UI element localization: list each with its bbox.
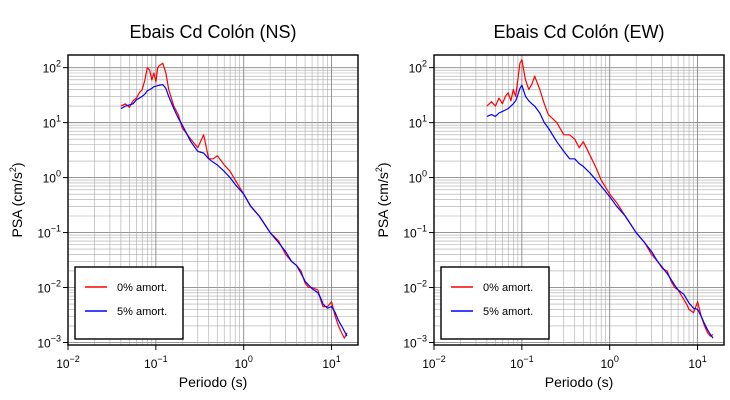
y-tick-label: 101 bbox=[409, 114, 427, 131]
x-tick-label: 101 bbox=[688, 354, 706, 371]
chart-panel-2: 10−2 10−1 100 101 10−3 10−2 10−1 100 101 102 Ebais… bbox=[374, 22, 725, 390]
y-tick-label: 10−2 bbox=[403, 279, 427, 296]
chart-title: Ebais Cd Colón (EW) bbox=[493, 22, 664, 42]
y-tick-label: 10−3 bbox=[37, 333, 61, 350]
legend-label: 5% amort. bbox=[483, 306, 533, 318]
y-tick-label: 10−3 bbox=[403, 333, 427, 350]
y-tick-label: 10−1 bbox=[403, 224, 427, 241]
series-line-damping-5 bbox=[120, 84, 348, 337]
x-axis-label: Periodo (s) bbox=[545, 374, 613, 390]
y-tick-label: 101 bbox=[43, 114, 61, 131]
y-tick-label: 100 bbox=[409, 169, 427, 186]
legend-label: 5% amort. bbox=[117, 306, 167, 318]
x-tick-label: 10−1 bbox=[144, 354, 168, 371]
plot-frame bbox=[433, 54, 725, 346]
series-line-damping-0 bbox=[486, 58, 714, 337]
series-line-damping-5 bbox=[486, 84, 714, 339]
x-tick-label: 10−2 bbox=[56, 354, 80, 371]
y-tick-label: 10−2 bbox=[37, 279, 61, 296]
x-tick-label: 100 bbox=[235, 354, 253, 371]
legend-label: 0% amort. bbox=[117, 282, 167, 294]
y-axis-label: PSA (cm/s2) bbox=[374, 162, 391, 237]
legend: 0% amort. 5% amort. bbox=[74, 266, 184, 340]
x-tick-label: 10−1 bbox=[510, 354, 534, 371]
plot-frame bbox=[67, 54, 359, 346]
chart-title: Ebais Cd Colón (NS) bbox=[129, 22, 296, 42]
legend-box bbox=[440, 266, 550, 340]
x-tick-label: 101 bbox=[322, 354, 340, 371]
x-tick-label: 10−2 bbox=[422, 354, 446, 371]
legend: 0% amort. 5% amort. bbox=[440, 266, 550, 340]
x-tick-label: 100 bbox=[601, 354, 619, 371]
x-axis-label: Periodo (s) bbox=[179, 374, 247, 390]
y-tick-label: 102 bbox=[43, 59, 61, 76]
legend-label: 0% amort. bbox=[483, 282, 533, 294]
legend-box bbox=[74, 266, 184, 340]
y-tick-label: 10−1 bbox=[37, 224, 61, 241]
y-tick-label: 102 bbox=[409, 59, 427, 76]
y-axis-label: PSA (cm/s2) bbox=[8, 162, 25, 237]
y-tick-label: 100 bbox=[43, 169, 61, 186]
chart-panel-1: 10−2 10−1 100 101 10−3 10−2 10−1 100 101 102 Ebais… bbox=[8, 22, 359, 390]
